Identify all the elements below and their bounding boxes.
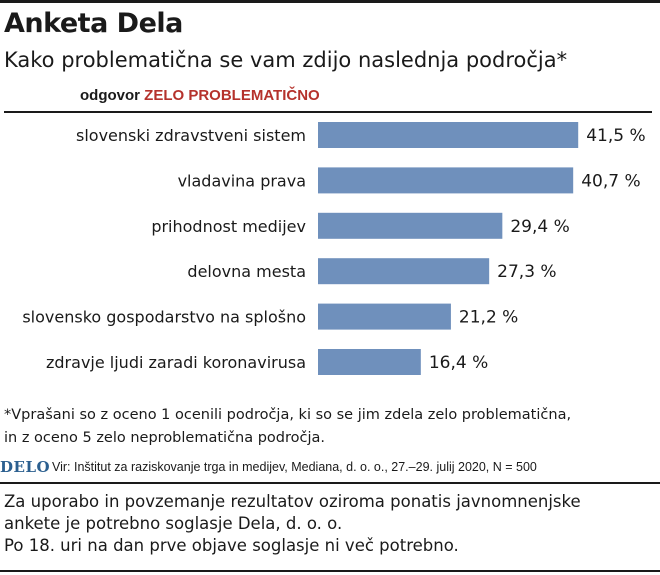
- value-label: 21,2 %: [459, 308, 518, 328]
- footnote-line-1: *Vprašani so z oceno 1 ocenili področja,…: [4, 407, 572, 423]
- top-rule: [0, 0, 660, 3]
- bar: [318, 167, 574, 194]
- category-label: prihodnost medijev: [151, 217, 306, 236]
- disclaimer-bottom-rule: [0, 570, 660, 572]
- chart-title: Anketa Dela: [4, 8, 183, 39]
- category-label: zdravje ljudi zaradi koronavirusa: [46, 353, 306, 372]
- answer-highlight: ZELO PROBLEMATIČNO: [144, 87, 320, 104]
- bar: [318, 212, 503, 239]
- disclaimer-line-3: Po 18. uri na dan prve objave soglasje n…: [4, 536, 459, 555]
- bar: [318, 258, 490, 285]
- category-label: slovensko gospodarstvo na splošno: [22, 308, 306, 327]
- bar: [318, 122, 579, 148]
- value-label: 29,4 %: [510, 217, 569, 237]
- separator-rule: [4, 111, 652, 113]
- value-label: 41,5 %: [586, 126, 645, 146]
- answer-prefix: odgovor: [80, 87, 140, 104]
- bar: [318, 349, 421, 375]
- footnote-line-2: in z oceno 5 zelo neproblematična področ…: [4, 430, 326, 446]
- source-text: Vir: Inštitut za raziskovanje trga in me…: [52, 460, 537, 474]
- disclaimer-top-rule: [0, 482, 660, 484]
- answer-caption: odgovor ZELO PROBLEMATIČNO: [80, 87, 320, 104]
- category-label: delovna mesta: [187, 262, 306, 281]
- value-label: 40,7 %: [581, 171, 640, 191]
- footnote: *Vprašani so z oceno 1 ocenili področja,…: [4, 404, 571, 450]
- chart-subtitle: Kako problematična se vam zdijo naslednj…: [4, 48, 568, 72]
- category-label: slovenski zdravstveni sistem: [76, 126, 306, 145]
- value-label: 16,4 %: [429, 353, 488, 373]
- disclaimer-line-1: Za uporabo in povzemanje rezultatov ozir…: [4, 492, 581, 511]
- bar-chart: slovenski zdravstveni sistem 41,5 % vladav…: [22, 122, 646, 375]
- value-label: 27,3 %: [497, 262, 556, 282]
- disclaimer-line-2: ankete je potrebno soglasje Dela, d. o. …: [4, 514, 343, 533]
- disclaimer: Za uporabo in povzemanje rezultatov ozir…: [4, 491, 581, 557]
- source-row: DELO Vir: Inštitut za raziskovanje trga …: [0, 456, 660, 478]
- category-label: vladavina prava: [178, 171, 306, 190]
- delo-logo: DELO: [0, 458, 51, 476]
- bar: [318, 303, 451, 330]
